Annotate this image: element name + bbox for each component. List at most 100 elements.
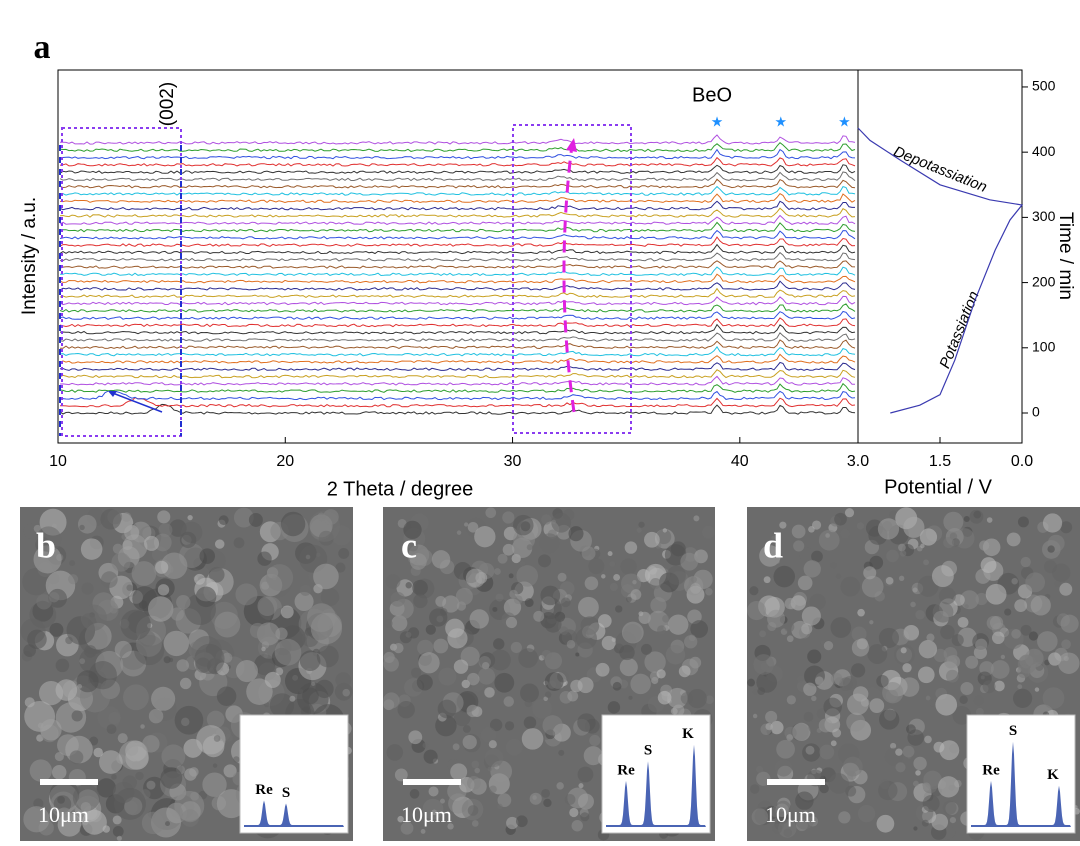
sem-texture	[433, 638, 449, 654]
sem-texture	[146, 780, 156, 790]
sem-texture	[469, 609, 489, 629]
sem-texture	[1017, 516, 1029, 528]
sem-texture	[223, 764, 237, 778]
sem-texture	[991, 631, 1005, 645]
highlight-box	[512, 124, 632, 434]
sem-texture	[112, 815, 122, 825]
xrd-trace	[59, 310, 856, 320]
sem-texture	[778, 819, 797, 838]
sem-texture	[935, 693, 958, 716]
sem-texture	[982, 680, 996, 694]
sem-texture	[763, 576, 771, 584]
xrd-trace	[59, 134, 856, 145]
sem-texture	[65, 636, 73, 645]
sem-texture	[542, 715, 563, 736]
sem-texture	[516, 565, 539, 587]
sem-texture	[212, 763, 218, 768]
xrd-trace	[59, 331, 856, 342]
sem-texture	[960, 681, 974, 696]
sem-texture	[577, 677, 594, 694]
sem-texture	[174, 705, 204, 735]
sem-texture	[1059, 582, 1073, 596]
sem-texture	[153, 533, 172, 552]
sem-texture	[932, 601, 954, 623]
sem-texture	[510, 641, 522, 654]
x-tick-label: 0.0	[1011, 453, 1033, 470]
sem-texture	[818, 529, 840, 551]
sem-texture	[556, 782, 564, 790]
sem-texture	[425, 624, 436, 635]
sem-texture	[80, 538, 103, 560]
sem-texture	[447, 628, 468, 649]
sem-texture	[206, 710, 225, 729]
sem-texture	[767, 609, 786, 628]
sem-texture	[921, 819, 929, 827]
eds-peak-label: S	[644, 743, 652, 759]
sem-texture	[770, 806, 783, 818]
sem-texture	[187, 514, 193, 521]
sem-texture	[505, 616, 518, 629]
sem-texture	[506, 816, 519, 830]
sem-texture	[157, 510, 171, 524]
sem-texture	[951, 634, 964, 647]
sem-texture	[540, 585, 561, 606]
sem-texture	[158, 523, 173, 538]
sem-texture	[899, 677, 920, 697]
sem-texture	[969, 509, 984, 524]
x-tick-label: 30	[504, 453, 522, 470]
sem-texture	[466, 704, 479, 718]
xrd-trace	[59, 236, 856, 247]
sem-texture	[924, 735, 932, 744]
eds-peak-label: Re	[255, 782, 273, 798]
sem-texture	[844, 508, 855, 518]
sem-texture	[923, 559, 929, 566]
sem-texture	[886, 549, 899, 563]
xrd-trace	[59, 317, 856, 328]
sem-texture	[248, 512, 263, 527]
sem-texture	[624, 541, 638, 554]
sem-texture	[1034, 687, 1040, 692]
sem-texture	[72, 784, 100, 812]
eds-inset	[239, 714, 349, 834]
sem-texture	[794, 809, 815, 830]
xrd-trace	[59, 193, 856, 204]
annotation: BeO	[692, 84, 732, 106]
sem-texture	[811, 520, 822, 530]
sem-texture	[773, 565, 796, 588]
sem-texture	[705, 588, 713, 596]
xrd-trace	[59, 353, 856, 364]
xrd-trace	[59, 148, 856, 160]
sem-texture	[636, 527, 642, 533]
sem-texture	[538, 554, 552, 568]
y-tick-label: 500	[1032, 78, 1056, 94]
xrd-trace	[59, 214, 856, 225]
sem-texture	[793, 540, 805, 552]
sem-texture	[1028, 631, 1039, 641]
sem-texture	[106, 724, 117, 735]
sem-texture	[1020, 624, 1032, 636]
sem-texture	[114, 640, 132, 659]
sem-texture	[615, 605, 623, 613]
sem-texture	[1017, 684, 1023, 690]
sem-texture	[116, 835, 122, 841]
sem-texture	[487, 766, 493, 772]
eds-spectrum	[971, 741, 1071, 827]
sem-texture	[526, 544, 533, 551]
sem-texture	[851, 639, 870, 657]
sem-texture	[580, 812, 590, 822]
xrd-trace	[59, 346, 856, 357]
sem-texture	[856, 522, 865, 530]
sem-texture	[776, 739, 795, 759]
sem-texture	[79, 524, 85, 531]
sem-texture	[280, 605, 294, 619]
sem-texture	[27, 629, 47, 650]
sem-texture	[818, 718, 833, 733]
sem-texture	[218, 515, 229, 526]
sem-texture	[179, 531, 197, 549]
sem-texture	[497, 553, 508, 564]
eds-spectrum	[606, 744, 706, 827]
sem-texture	[544, 691, 552, 698]
xrd-trace	[59, 389, 856, 401]
sem-texture	[299, 584, 312, 596]
sem-texture	[131, 561, 157, 586]
